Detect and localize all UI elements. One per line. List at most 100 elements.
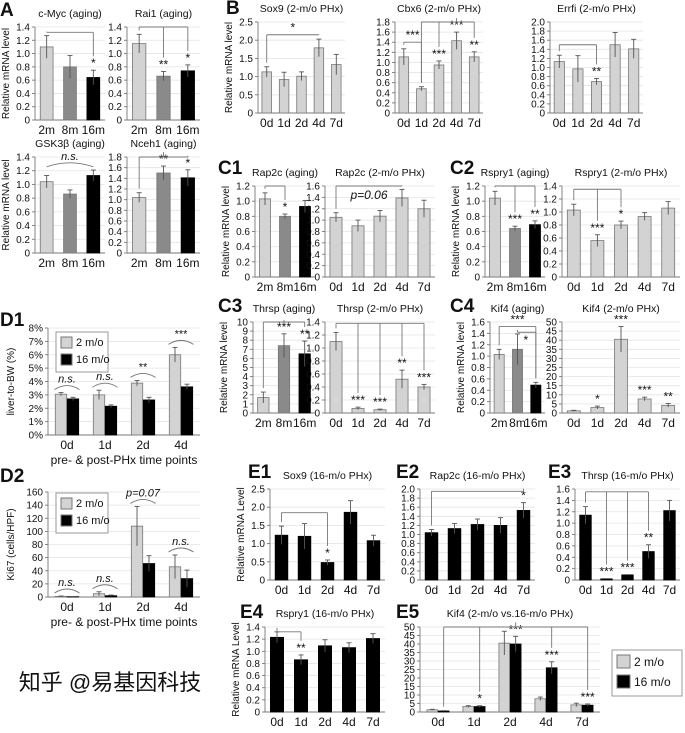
chart-8: 00.20.40.60.81.01.21.41.6 Rap2c (2-m/o PH… — [306, 167, 435, 294]
bar — [130, 382, 144, 436]
chart-20: 0 0.20.40.60.81.01.21.4 Rspry1 (16-m/o PHx… — [231, 608, 385, 729]
x-tick-label: 0d — [270, 715, 283, 729]
y-tick-label: 10 — [404, 691, 416, 702]
arc-label: n.s. — [96, 573, 114, 585]
bar — [566, 209, 581, 278]
y-tick-label: 50 — [546, 318, 558, 329]
bar — [168, 354, 182, 436]
y-tick-label: 1.2 — [466, 182, 480, 193]
arc-label: n.s. — [96, 371, 114, 383]
y-tick-label: 0 — [116, 116, 122, 127]
y-tick-label: 40 — [546, 336, 558, 347]
y-tick-label: 1% — [29, 417, 44, 428]
legend-swatch — [60, 497, 73, 510]
y-tick-label: 0.6 — [543, 234, 557, 245]
y-tick-label: 1.4 — [108, 23, 122, 34]
chart-18: 00.20.40.60.81.01.21.41.61.82.0 Rap2c (16… — [401, 470, 535, 597]
y-tick-label: 0.8 — [531, 72, 545, 83]
panel-label-a: A — [0, 0, 14, 21]
x-tick-label: 4d — [642, 583, 655, 597]
y-tick-label: 1.4 — [246, 623, 260, 634]
y-tick-label: 0% — [29, 431, 44, 442]
y-tick-label: 1.4 — [531, 45, 545, 56]
y-tick-label: 0 — [116, 249, 122, 260]
chart-title: Rap2c (2-m/o PHx) — [335, 167, 425, 179]
bar — [66, 398, 80, 436]
y-tick-label: 6% — [29, 350, 44, 361]
y-tick-label: 0 — [314, 273, 320, 284]
x-tick-label: 4d — [539, 715, 552, 729]
x-tick-label: 16m — [176, 123, 199, 137]
y-tick-label: 4 — [242, 372, 248, 383]
y-tick-label: 1.5 — [239, 54, 253, 65]
y-tick-label: 0.4 — [556, 553, 570, 564]
y-tick-label: 6 — [242, 354, 248, 365]
y-tick-label: 0.6 — [16, 207, 30, 218]
significance-label: *** — [581, 690, 595, 704]
y-tick-label: 0 — [247, 109, 253, 120]
significance-label: * — [619, 207, 624, 221]
bar — [637, 398, 652, 414]
y-tick-label: 2.0 — [251, 503, 265, 514]
y-tick-label: 1.2 — [16, 36, 30, 47]
legend: 2 m/o 16 m/o — [611, 649, 683, 697]
significance-label: * — [521, 489, 526, 503]
panel-label-c2: C2 — [450, 158, 474, 179]
y-tick-label: 1.0 — [401, 530, 415, 541]
y-tick-label: 0.8 — [471, 363, 485, 374]
y-tick-label: 0 — [242, 409, 248, 420]
y-tick-label: 0 — [24, 249, 30, 260]
bracket-label: *** — [510, 313, 524, 327]
bar — [54, 393, 68, 436]
significance-label: *** — [417, 370, 431, 384]
y-tick-label: 0 — [564, 576, 570, 587]
y-tick-label: 1.2 — [246, 635, 260, 646]
y-tick-label: 0.8 — [16, 194, 30, 205]
significance-label: * — [325, 546, 330, 560]
significance-label: * — [595, 392, 600, 406]
legend: 2 m/o 16 m/o — [55, 331, 110, 373]
y-tick-label: 0.4 — [306, 250, 320, 261]
panel-label-e3: E3 — [548, 462, 571, 483]
bar — [661, 207, 676, 278]
watermark: 知乎 @易基因科技 — [19, 670, 201, 695]
bar — [279, 215, 291, 278]
x-tick-label: 2m — [491, 416, 508, 430]
significance-label: * — [477, 692, 482, 706]
panel-label-c1: C1 — [218, 158, 243, 179]
y-tick-label: 0.4 — [108, 227, 122, 238]
bar — [341, 647, 356, 713]
y-axis-label: Relative mRNA level — [1, 159, 12, 250]
y-tick-label: 1.0 — [16, 49, 30, 60]
legend-swatch — [60, 353, 73, 366]
y-tick-label: 1.6 — [531, 36, 545, 47]
x-tick-label: 8m — [155, 123, 172, 137]
y-tick-label: 0.6 — [306, 238, 320, 249]
y-tick-label: 0.5 — [251, 557, 265, 568]
x-tick-label: 7d — [468, 116, 481, 130]
panel-label-e2: E2 — [396, 462, 419, 483]
y-tick-label: 80 — [32, 540, 44, 551]
y-tick-label: 1.6 — [108, 163, 122, 174]
x-tick-label: 4d — [494, 583, 507, 597]
x-tick-label: 1d — [467, 715, 480, 729]
y-tick-label: 0.8 — [246, 659, 260, 670]
y-tick-label: 0.6 — [556, 541, 570, 552]
y-tick-label: 0 — [244, 273, 250, 284]
chart-15: 0% 1% 2% 3% 4% 5% 6% 7% 8% liver-to-BW (%) 0d 1d 2d 4… — [6, 324, 200, 467]
x-tick-label: 0d — [567, 416, 580, 430]
y-tick-label: 5 — [242, 363, 248, 374]
y-tick-label: 1.0 — [306, 216, 320, 227]
chart-5: 00.20.40.60.81.01.21.41.61.8 Cbx6 (2-m/o … — [376, 3, 483, 130]
y-tick-label: 0.4 — [543, 247, 557, 258]
y-tick-label: 0.6 — [471, 374, 485, 385]
x-tick-label: 0d — [329, 280, 342, 294]
x-tick-label: 2d — [471, 583, 484, 597]
bar — [509, 228, 521, 278]
significance-label: *** — [351, 393, 365, 407]
chart-title: Rap2c (aging) — [252, 167, 318, 179]
bar — [545, 667, 558, 713]
y-tick-label: 0.6 — [246, 671, 260, 682]
y-tick-label: 40 — [404, 640, 416, 651]
